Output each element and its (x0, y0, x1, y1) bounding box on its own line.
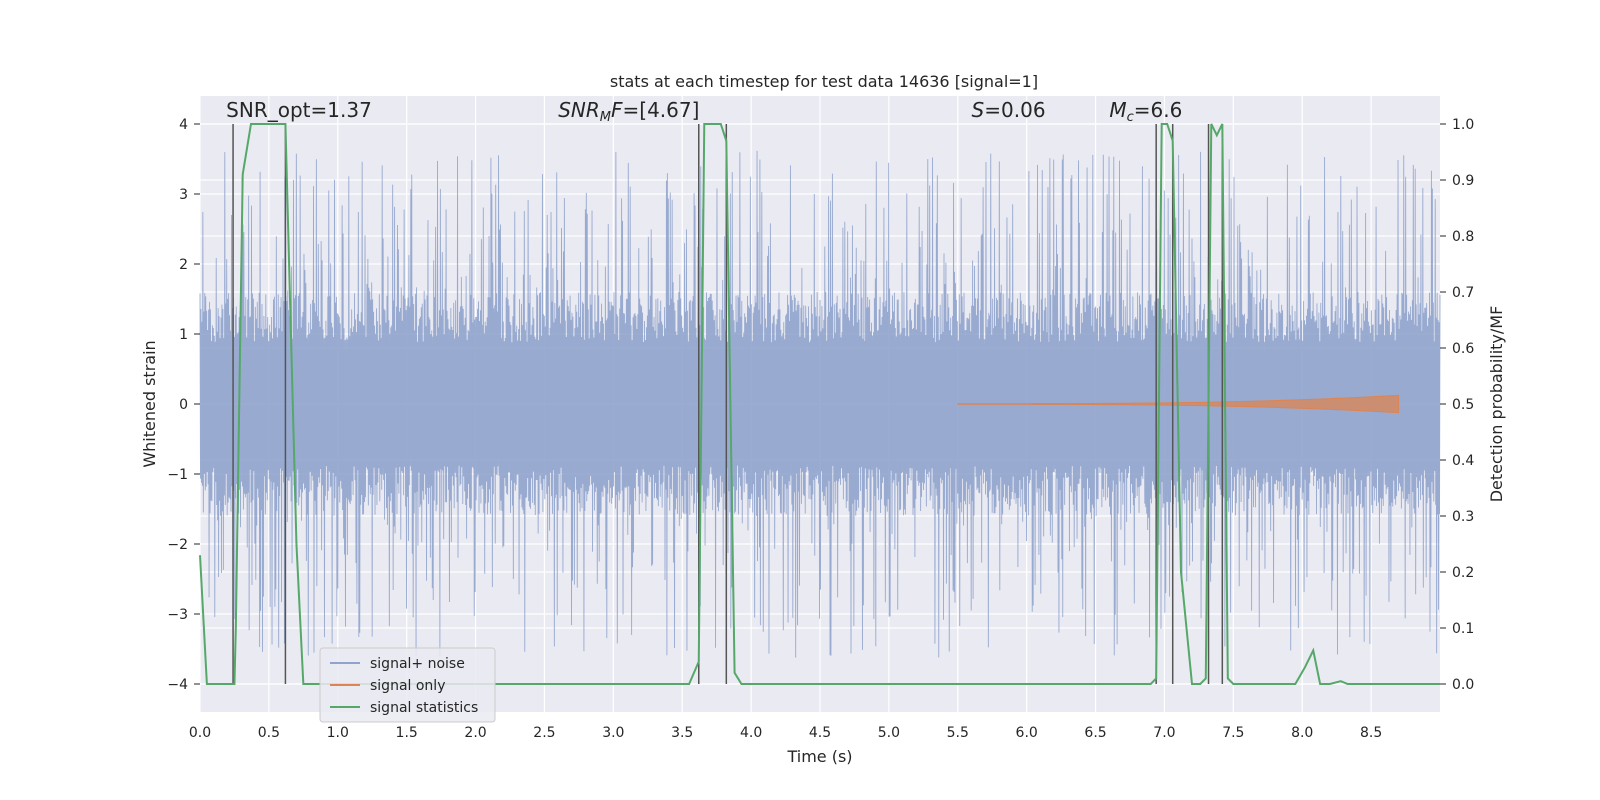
y-left-tick-label: 3 (179, 187, 188, 203)
annotation-snr-opt: SNR_opt=1.37 (226, 98, 372, 122)
signal-noise-trace (199, 150, 1441, 658)
y-right-axis-label: Detection probability/MF (1487, 306, 1506, 503)
x-tick-label: 4.0 (740, 725, 762, 741)
annotation-snr-mf: SNRMF=[4.67] (558, 98, 699, 125)
x-tick-label: 8.0 (1291, 725, 1313, 741)
x-tick-label: 6.5 (1084, 725, 1106, 741)
signal-statistics-line (199, 123, 1440, 685)
y-right-tick-label: 0.2 (1452, 565, 1474, 581)
annotation-mc-value: Mc=6.6 (1109, 98, 1182, 125)
y-left-tick-label: 2 (179, 257, 188, 273)
legend: signal+ noise signal only signal statistic… (319, 647, 496, 723)
x-tick-label: 1.0 (327, 725, 349, 741)
legend-label: signal statistics (370, 700, 478, 716)
y-left-tick-label: 4 (179, 117, 188, 133)
x-axis-label: Time (s) (786, 747, 852, 766)
annotation-s-value: S=0.06 (972, 98, 1046, 122)
x-tick-label: 8.5 (1360, 725, 1382, 741)
y-right-tick-label: 0.9 (1452, 173, 1474, 189)
x-tick-label: 2.0 (464, 725, 486, 741)
x-tick-label: 0.5 (258, 725, 280, 741)
legend-label: signal only (370, 678, 445, 694)
x-tick-label: 4.5 (809, 725, 831, 741)
y-left-tick-label: −1 (167, 467, 188, 483)
x-tick-label: 5.0 (878, 725, 900, 741)
x-tick-label: 5.5 (947, 725, 969, 741)
y-left-tick-label: −4 (167, 677, 188, 693)
y-left-tick-label: −3 (167, 607, 188, 623)
x-axis-ticks: 0.0 0.5 1.0 1.5 2.0 2.5 3.0 3.5 4.0 4.5 5.0 5.5 6.0 6… (189, 725, 1382, 741)
y-left-tick-label: 1 (179, 327, 188, 343)
series-signal-statistics (199, 123, 1440, 685)
x-tick-label: 3.5 (671, 725, 693, 741)
y-right-tick-label: 0.4 (1452, 453, 1474, 469)
legend-box (319, 647, 496, 723)
y-right-tick-label: 1.0 (1452, 117, 1474, 133)
y-right-tick-label: 0.6 (1452, 341, 1474, 357)
y-left-axis-label: Whitened strain (140, 340, 159, 467)
y-right-tick-label: 0.8 (1452, 229, 1474, 245)
x-tick-label: 2.5 (533, 725, 555, 741)
x-tick-label: 7.0 (1153, 725, 1175, 741)
x-tick-label: 3.0 (602, 725, 624, 741)
y-right-tick-label: 0.7 (1452, 285, 1474, 301)
x-tick-label: 7.5 (1222, 725, 1244, 741)
y-left-tick-label: 0 (179, 397, 188, 413)
y-right-tick-label: 0.5 (1452, 397, 1474, 413)
x-tick-label: 6.0 (1016, 725, 1038, 741)
chart-title: stats at each timestep for test data 146… (610, 72, 1038, 91)
x-tick-label: 0.0 (189, 725, 211, 741)
series-signal-noise (199, 150, 1441, 658)
y-right-axis-ticks: 1.0 0.9 0.8 0.7 0.6 0.5 0.4 0.3 0.2 0.1 0.0 (1440, 117, 1474, 693)
y-right-tick-label: 0.1 (1452, 621, 1474, 637)
y-right-tick-label: 0.0 (1452, 677, 1474, 693)
y-left-tick-label: −2 (167, 537, 188, 553)
x-tick-label: 1.5 (396, 725, 418, 741)
y-right-tick-label: 0.3 (1452, 509, 1474, 525)
y-left-axis-ticks: 4 3 2 1 0 −1 −2 −3 −4 (167, 117, 200, 693)
legend-label: signal+ noise (370, 656, 465, 672)
annotations: SNR_opt=1.37 SNRMF=[4.67] S=0.06 Mc=6.6 (226, 98, 1182, 125)
